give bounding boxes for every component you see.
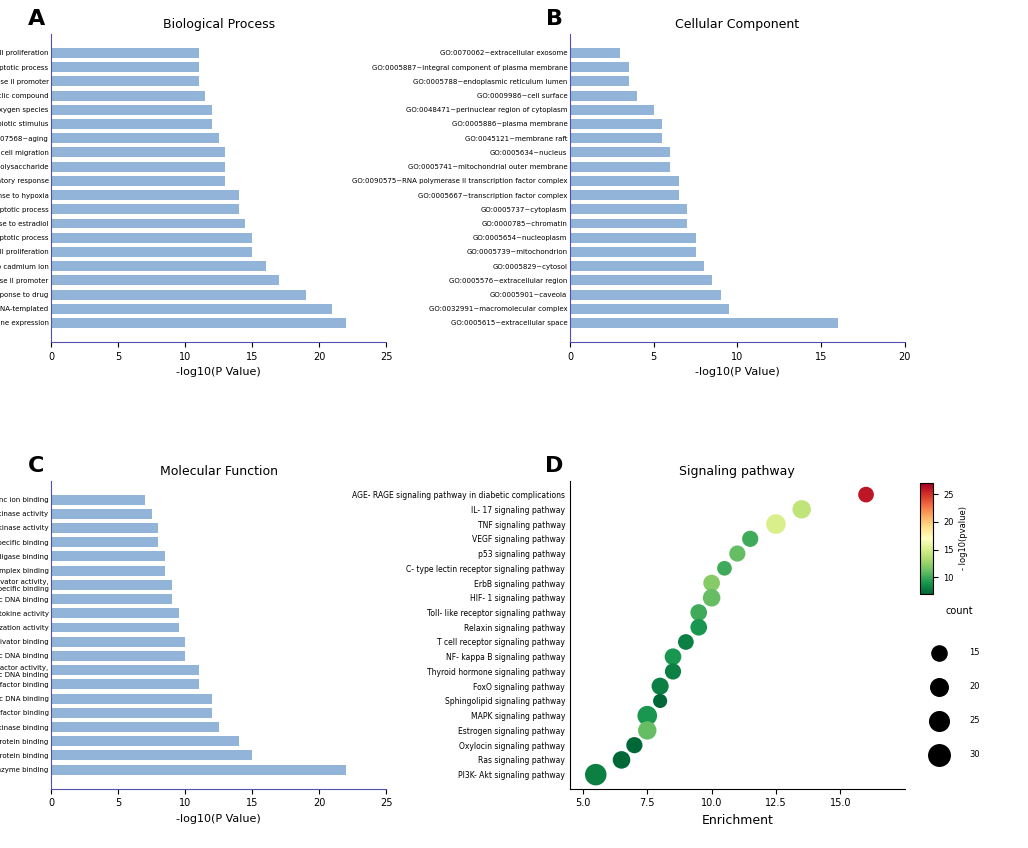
Point bbox=[691, 621, 707, 634]
X-axis label: Enrichment: Enrichment bbox=[701, 814, 773, 827]
Bar bbox=[51, 76, 198, 86]
Text: A: A bbox=[28, 9, 44, 30]
Bar bbox=[571, 48, 620, 58]
Point bbox=[639, 709, 656, 722]
Text: 20: 20 bbox=[969, 683, 980, 691]
Bar bbox=[51, 247, 252, 257]
Bar bbox=[571, 162, 670, 171]
Bar bbox=[51, 651, 185, 661]
Bar bbox=[51, 261, 265, 271]
Text: count: count bbox=[946, 606, 972, 616]
Bar bbox=[51, 580, 172, 590]
Bar bbox=[51, 765, 345, 774]
Bar bbox=[51, 304, 332, 314]
Bar bbox=[571, 304, 729, 314]
Bar bbox=[51, 119, 212, 129]
Bar bbox=[51, 594, 172, 604]
Bar bbox=[51, 176, 225, 186]
Bar bbox=[51, 494, 145, 505]
Point bbox=[665, 665, 682, 678]
Bar bbox=[51, 190, 238, 200]
Bar bbox=[571, 204, 687, 215]
Bar bbox=[571, 176, 678, 186]
Bar bbox=[51, 509, 152, 519]
Bar bbox=[51, 665, 198, 675]
Bar bbox=[51, 318, 345, 328]
Point bbox=[742, 532, 759, 545]
Point bbox=[717, 561, 733, 575]
Bar bbox=[51, 551, 166, 561]
Bar bbox=[51, 750, 252, 761]
Bar bbox=[51, 708, 212, 717]
Point bbox=[768, 517, 784, 531]
Bar bbox=[571, 91, 637, 101]
Bar bbox=[51, 219, 246, 228]
Bar bbox=[51, 133, 219, 143]
Bar bbox=[51, 105, 212, 114]
Bar bbox=[571, 105, 654, 114]
X-axis label: -log10(P Value): -log10(P Value) bbox=[177, 367, 261, 377]
Point bbox=[652, 695, 668, 708]
Point bbox=[639, 723, 656, 737]
Point bbox=[691, 605, 707, 619]
Text: 15: 15 bbox=[969, 649, 980, 657]
Text: D: D bbox=[545, 456, 563, 476]
Point bbox=[677, 635, 694, 649]
Bar bbox=[571, 119, 662, 129]
Text: B: B bbox=[546, 9, 563, 30]
Point bbox=[703, 577, 720, 590]
Title: Molecular Function: Molecular Function bbox=[159, 465, 278, 478]
Bar bbox=[51, 148, 225, 158]
Bar bbox=[571, 232, 696, 243]
Title: Biological Process: Biological Process bbox=[162, 19, 274, 31]
Title: Signaling pathway: Signaling pathway bbox=[680, 465, 796, 478]
Title: Cellular Component: Cellular Component bbox=[675, 19, 800, 31]
X-axis label: -log10(P Value): -log10(P Value) bbox=[177, 814, 261, 824]
Point bbox=[665, 650, 682, 663]
Bar bbox=[51, 162, 225, 171]
Text: 30: 30 bbox=[969, 750, 980, 759]
Y-axis label: - log10(pvalue): - log10(pvalue) bbox=[959, 506, 968, 571]
Text: C: C bbox=[29, 456, 44, 476]
Bar bbox=[51, 232, 252, 243]
Bar bbox=[571, 148, 670, 158]
Bar bbox=[51, 48, 198, 58]
Point bbox=[703, 591, 720, 605]
Bar bbox=[51, 722, 219, 732]
Point bbox=[857, 488, 874, 501]
Bar bbox=[51, 566, 166, 576]
Bar bbox=[571, 76, 628, 86]
Point bbox=[794, 503, 810, 516]
Point bbox=[626, 739, 642, 752]
Bar bbox=[51, 289, 305, 299]
Bar bbox=[51, 622, 179, 633]
Bar bbox=[51, 694, 212, 704]
Bar bbox=[571, 289, 721, 299]
Bar bbox=[51, 62, 198, 72]
Bar bbox=[51, 523, 158, 533]
Bar bbox=[571, 247, 696, 257]
Bar bbox=[571, 133, 662, 143]
Point bbox=[729, 547, 745, 561]
Bar bbox=[51, 637, 185, 647]
Bar bbox=[571, 276, 712, 285]
Bar bbox=[51, 608, 179, 618]
Bar bbox=[571, 219, 687, 228]
Bar bbox=[51, 91, 206, 101]
Bar bbox=[51, 276, 279, 285]
Bar bbox=[571, 190, 678, 200]
Bar bbox=[51, 736, 238, 746]
Bar bbox=[51, 538, 158, 547]
X-axis label: -log10(P Value): -log10(P Value) bbox=[695, 367, 779, 377]
Point bbox=[652, 679, 668, 693]
Bar bbox=[571, 62, 628, 72]
Bar bbox=[571, 318, 838, 328]
Point bbox=[614, 753, 630, 767]
Bar bbox=[51, 204, 238, 215]
Bar bbox=[571, 261, 704, 271]
Point bbox=[588, 767, 604, 781]
Text: 25: 25 bbox=[969, 717, 980, 725]
Bar bbox=[51, 679, 198, 689]
